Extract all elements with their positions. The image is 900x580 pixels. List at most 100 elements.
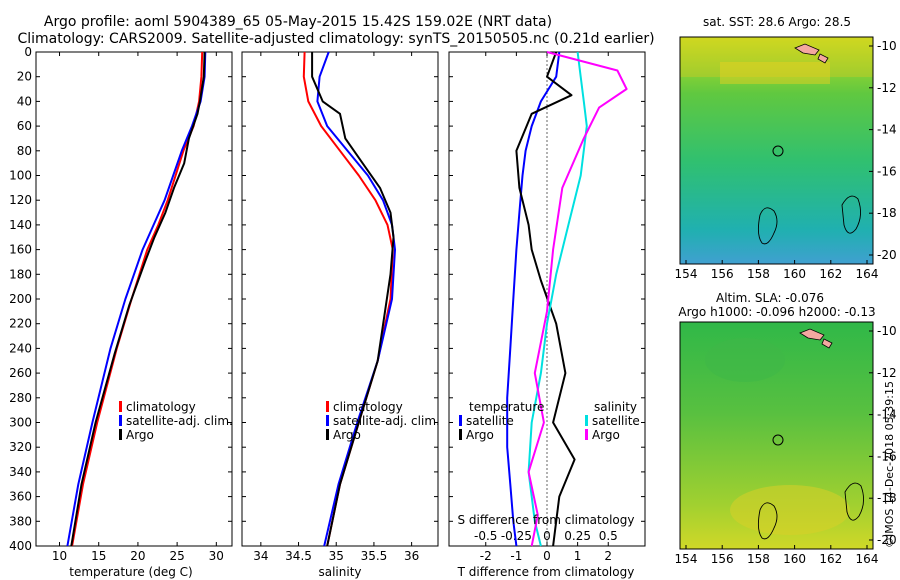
argo-location-marker [772, 145, 784, 157]
legend-swatch-s-argo [585, 429, 588, 440]
map-y-tick-label: -10 [877, 324, 897, 338]
temperature-panel: 10 15 20 25 30 [35, 51, 233, 563]
sla-high-patch [730, 485, 850, 535]
depth-tick-label: 120 [9, 193, 32, 207]
x-tick-label: 35.5 [361, 549, 388, 563]
legend-label-satellite: satellite-adj. clim. [333, 414, 440, 428]
legend-title-temperature: temperature [469, 400, 544, 414]
depth-tick-label: 180 [9, 267, 32, 281]
salinity-xlabel: salinity [318, 565, 361, 579]
x-tick-label: 1 [574, 549, 582, 563]
depth-tick-label: 400 [9, 539, 32, 553]
depth-tick-label: 280 [9, 391, 32, 405]
map-y-tick-label: -14 [877, 123, 897, 137]
legend-title-salinity: salinity [594, 400, 637, 414]
x-tick-label: 2 [604, 549, 612, 563]
series-line-t-satellite [506, 51, 561, 547]
x-tick-label: 15 [91, 549, 106, 563]
legend-label-s-satellite: satellite [592, 414, 640, 428]
imos-watermark: ©IMOS 14-Dec-2018 05:39:15 [883, 381, 896, 548]
island-shape [821, 338, 833, 349]
map-x-tick-label: 160 [783, 552, 806, 566]
legend-swatch-climatology [326, 401, 329, 412]
map-x-tick-label: 158 [747, 267, 770, 281]
depth-tick-label: 100 [9, 169, 32, 183]
depth-tick-label: 0 [24, 45, 32, 59]
salinity-legend: climatology satellite-adj. clim. Argo [326, 400, 440, 442]
map-y-tick-label: -18 [877, 491, 897, 505]
depth-contour [757, 502, 778, 540]
difference-legend: temperature satellite Argo salinity sate… [459, 400, 640, 442]
s-difference-tick-label: 0 [543, 529, 551, 543]
x-tick-label: 10 [52, 549, 67, 563]
map-y-tick-label: -16 [877, 449, 897, 463]
depth-tick-label: 300 [9, 416, 32, 430]
legend-swatch-satellite [119, 415, 122, 426]
x-tick-label: -2 [480, 549, 492, 563]
difference-xlabel: T difference from climatology [457, 565, 635, 579]
x-tick-label: 34.5 [285, 549, 312, 563]
s-difference-tick-label: 0.5 [599, 529, 618, 543]
map-y-tick-label: -18 [877, 206, 897, 220]
sst-map-title: sat. SST: 28.6 Argo: 28.5 [703, 15, 851, 29]
sst-warm-patch [720, 62, 830, 84]
series-line-argo [311, 52, 395, 547]
map-x-tick-label: 154 [675, 552, 698, 566]
depth-tick-label: 380 [9, 514, 32, 528]
sst-map-frame [679, 36, 874, 265]
difference-panel: -2 -1 0 1 2 -0.5 -0.25 0 0.25 0.5 [448, 51, 646, 563]
legend-swatch-argo [119, 429, 122, 440]
legend-label-climatology: climatology [126, 400, 196, 414]
series-line-s-argo [527, 51, 628, 547]
x-tick-label: 20 [130, 549, 145, 563]
depth-tick-label: 140 [9, 218, 32, 232]
legend-label-climatology: climatology [333, 400, 403, 414]
depth-contour [844, 482, 864, 521]
sst-map: sat. SST: 28.6 Argo: 28.5 154 156 158 160 16… [675, 15, 897, 281]
x-tick-label: 30 [209, 549, 224, 563]
x-tick-label: 34 [253, 549, 268, 563]
depth-tick-label: 320 [9, 440, 32, 454]
legend-swatch-argo [326, 429, 329, 440]
title-line-1: Argo profile: aoml 5904389_65 05-May-201… [44, 14, 552, 30]
legend-label-t-argo: Argo [466, 428, 494, 442]
depth-tick-label: 20 [17, 70, 32, 84]
map-x-tick-label: 156 [711, 267, 734, 281]
temperature-axes-box [35, 51, 233, 547]
sla-map: Altim. SLA: -0.076 Argo h1000: -0.096 h2… [675, 291, 897, 566]
legend-swatch-t-argo [459, 429, 462, 440]
s-difference-tick-label: -0.25 [501, 529, 532, 543]
x-tick-label: 36 [404, 549, 419, 563]
x-tick-label: -1 [510, 549, 522, 563]
legend-swatch-s-satellite [585, 415, 588, 426]
map-x-tick-label: 164 [856, 267, 879, 281]
map-x-tick-label: 156 [711, 552, 734, 566]
depth-contour [841, 195, 861, 234]
title-line-2: Climatology: CARS2009. Satellite-adjuste… [17, 31, 654, 47]
argo-location-marker [772, 434, 784, 446]
legend-label-satellite: satellite-adj. clim. [126, 414, 233, 428]
map-x-tick-label: 160 [783, 267, 806, 281]
sla-low-patch [705, 338, 785, 382]
sla-map-title-2: Argo h1000: -0.096 h2000: -0.13 [678, 305, 875, 319]
legend-swatch-satellite [326, 415, 329, 426]
s-difference-tick-label: 0.25 [564, 529, 591, 543]
legend-label-argo: Argo [333, 428, 361, 442]
map-x-tick-label: 162 [819, 267, 842, 281]
map-y-tick-label: -10 [877, 39, 897, 53]
depth-tick-label: 80 [17, 144, 32, 158]
depth-contour [757, 207, 778, 245]
series-line-t-argo [515, 51, 576, 547]
depth-tick-label: 360 [9, 490, 32, 504]
map-y-tick-label: -20 [877, 533, 897, 547]
island-shape [817, 53, 829, 64]
depth-tick-label: 220 [9, 317, 32, 331]
sla-map-ticks: 154 156 158 160 162 164 -10 -12 -14 -16 -18 -20 [675, 324, 897, 566]
sla-map-frame [679, 321, 874, 550]
legend-label-s-argo: Argo [592, 428, 620, 442]
depth-tick-label: 60 [17, 119, 32, 133]
depth-tick-label: 340 [9, 465, 32, 479]
island-shape [794, 43, 820, 56]
